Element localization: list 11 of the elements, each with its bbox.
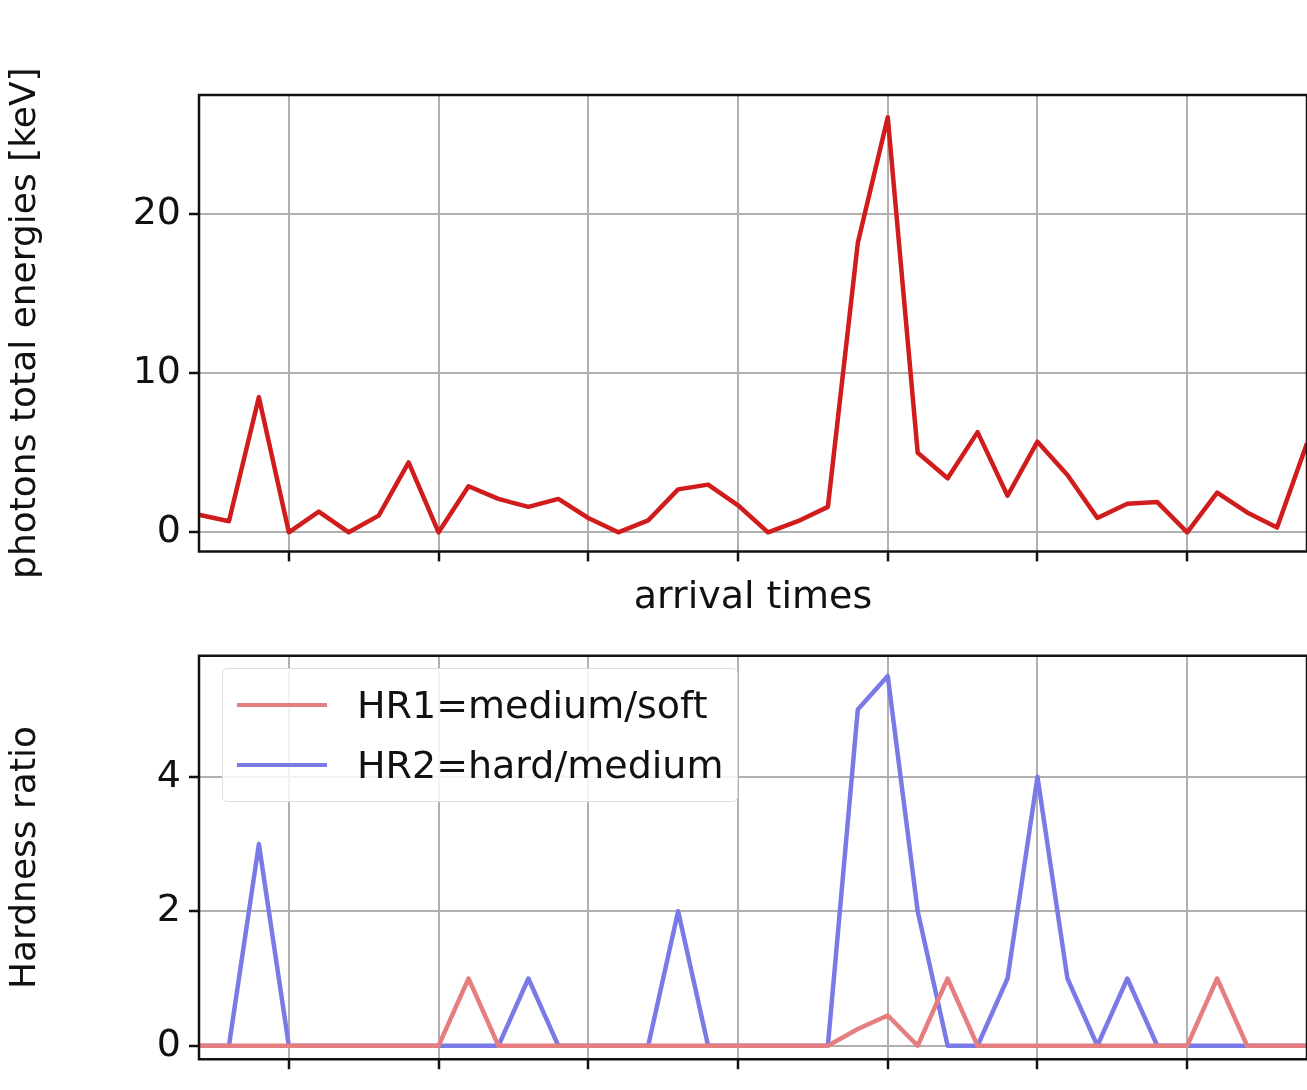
legend-label: HR2=hard/medium — [357, 742, 724, 789]
legend-label: HR1=medium/soft — [357, 682, 708, 729]
x-axis-title: arrival times — [633, 573, 873, 618]
y-tick-label: 0 — [156, 507, 181, 552]
y-axis-title: photons total energies [keV] — [1, 67, 43, 579]
y-tick-label: 10 — [132, 348, 181, 393]
y-tick-label: 4 — [156, 751, 181, 796]
y-tick-label: 0 — [156, 1020, 181, 1065]
y-axis-title: Hardness ratio — [1, 725, 43, 990]
y-tick-label: 2 — [156, 886, 181, 931]
y-tick-label: 20 — [132, 189, 181, 234]
